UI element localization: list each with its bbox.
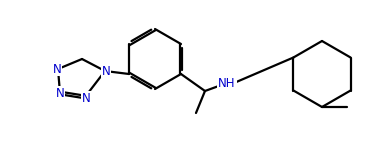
Text: N: N	[102, 65, 110, 77]
Text: N: N	[55, 86, 64, 100]
Text: N: N	[53, 62, 61, 76]
Text: N: N	[82, 91, 90, 105]
Text: NH: NH	[218, 76, 236, 90]
